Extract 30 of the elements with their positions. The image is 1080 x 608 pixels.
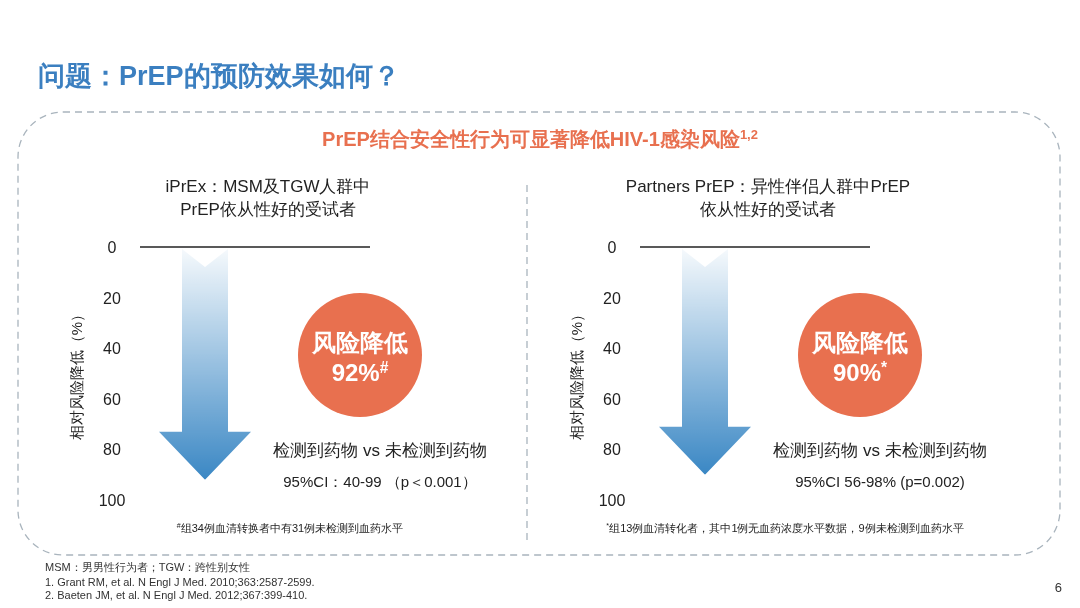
y-tick-label: 60 <box>603 390 621 408</box>
annotation: 95%CI：40-99 （p＜0.001） <box>283 473 477 490</box>
y-tick-label: 0 <box>607 239 617 256</box>
text: MSM：男男性行为者；TGW：跨性别女性 <box>45 561 251 573</box>
text: 2. Baeten JM, et al. N Engl J Med. 2012;367:399-410. <box>45 589 308 601</box>
y-tick-label: 40 <box>603 340 621 358</box>
text: 6 <box>1054 580 1062 595</box>
chart-title: iPrEx：MSM及TGW人群中 PrEP依从性好的受试者 <box>165 177 371 219</box>
text: PrEP结合安全性行为可显著降低HIV-1感染风险$^{1,2}$ <box>322 126 758 150</box>
y-tick-label: 40 <box>103 340 121 358</box>
annotation: 风险降低 92%$^{#}$ <box>311 329 408 386</box>
text: $^{*}$组13例血清转化者，其中1例无血药浓度水平数据，9例未检测到血药水平 <box>606 522 964 534</box>
chart-title: Partners PrEP：异性伴侣人群中PrEP 依从性好的受试者 <box>625 177 911 219</box>
annotation: 风险降低 90%$^{*}$ <box>811 329 908 386</box>
y-tick-label: 60 <box>103 390 121 408</box>
y-tick-label: 0 <box>107 239 117 256</box>
text: $^{#}$组34例血清转换者中有31例未检测到血药水平 <box>176 522 404 534</box>
annotation: 检测到药物 vs 未检测到药物 <box>773 441 987 460</box>
annotation: 检测到药物 vs 未检测到药物 <box>273 441 487 460</box>
text: 1. Grant RM, et al. N Engl J Med. 2010;363:2587-2599. <box>45 576 315 588</box>
annotation: 95%CI 56-98% (p=0.002) <box>795 473 965 490</box>
y-tick-label: 100 <box>598 492 626 509</box>
y-tick-label: 80 <box>103 441 121 459</box>
text: 问题：PrEP的预防效果如何？ <box>38 61 400 91</box>
y-tick-label: 20 <box>103 289 121 307</box>
y-tick-label: 100 <box>98 492 126 509</box>
y-axis-title: 相对风险降低（%） <box>568 306 585 441</box>
y-axis-title: 相对风险降低（%） <box>68 306 85 441</box>
y-tick-label: 80 <box>603 441 621 459</box>
y-tick-label: 20 <box>603 289 621 307</box>
